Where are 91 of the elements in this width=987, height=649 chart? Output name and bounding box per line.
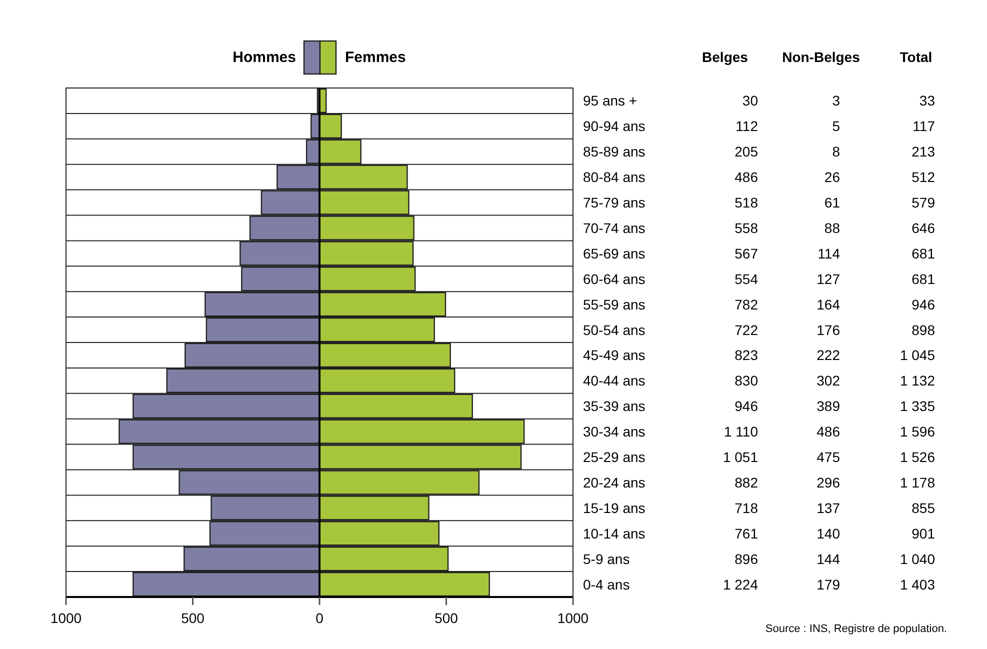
data-label: 5 <box>832 118 840 134</box>
data-label: 1 051 <box>722 449 758 466</box>
y-tick-label: 10-14 ans <box>583 525 646 542</box>
data-label: 898 <box>912 322 936 338</box>
data-label: 8 <box>832 144 840 160</box>
data-label: 1 596 <box>900 424 936 440</box>
text: Hommes <box>232 49 296 66</box>
data-label: 1 040 <box>900 550 936 567</box>
x-tick-label: Belges <box>702 49 748 65</box>
data-label: 1 224 <box>722 576 758 592</box>
data-label: 782 <box>734 296 758 312</box>
data-label: 137 <box>816 500 840 516</box>
y-tick-label: 90-94 ans <box>583 118 646 134</box>
data-label: 901 <box>912 525 936 542</box>
data-label: 33 <box>919 92 936 109</box>
y-tick-label: 95 ans + <box>583 92 638 109</box>
x-tick-label: Total <box>900 49 932 65</box>
data-label: 823 <box>734 347 758 364</box>
data-label: 117 <box>912 118 936 134</box>
x-tick-label: Non-Belges <box>782 49 860 65</box>
data-label: 222 <box>816 347 840 364</box>
data-label: 554 <box>734 270 758 287</box>
data-label: 205 <box>734 144 758 160</box>
y-tick-label: 50-54 ans <box>583 322 646 338</box>
data-label: 1 045 <box>900 347 936 364</box>
data-label: 164 <box>816 296 840 312</box>
data-label: 512 <box>912 169 936 186</box>
data-label: 855 <box>912 500 936 516</box>
data-label: 718 <box>734 500 758 516</box>
data-label: 761 <box>734 525 758 542</box>
data-label: 486 <box>816 424 840 440</box>
data-label: 882 <box>734 474 758 490</box>
data-label: 3 <box>832 92 840 109</box>
data-label: 646 <box>912 220 936 236</box>
data-label: 112 <box>736 118 758 134</box>
data-label: 475 <box>816 449 840 466</box>
data-label: 681 <box>912 245 936 262</box>
x-tick-label: 500 <box>181 610 205 626</box>
data-label: 1 403 <box>900 576 936 592</box>
y-tick-label: 15-19 ans <box>583 500 646 516</box>
data-label: 830 <box>734 372 758 389</box>
x-tick-label: 500 <box>434 610 458 626</box>
data-label: 179 <box>816 576 840 592</box>
y-tick-label: 20-24 ans <box>583 474 646 490</box>
y-tick-label: 75-79 ans <box>583 194 646 211</box>
data-label: 567 <box>734 245 758 262</box>
y-tick-label: 85-89 ans <box>583 144 646 160</box>
data-label: 88 <box>824 220 840 236</box>
data-label: 213 <box>912 144 936 160</box>
data-label: 1 110 <box>724 424 758 440</box>
data-label: 1 132 <box>900 372 936 389</box>
data-label: 144 <box>816 550 840 567</box>
data-label: 946 <box>734 398 758 414</box>
data-label: 486 <box>734 169 758 186</box>
data-label: 722 <box>734 322 758 338</box>
y-tick-label: 5-9 ans <box>583 550 630 567</box>
y-tick-label: 35-39 ans <box>583 398 646 414</box>
y-tick-label: 0-4 ans <box>583 576 630 592</box>
x-tick-label: 1000 <box>50 610 82 626</box>
data-label: 26 <box>824 169 840 186</box>
data-label: 518 <box>734 194 758 211</box>
source-note: Source : INS, Registre de population. <box>765 623 947 635</box>
y-tick-label: 40-44 ans <box>583 372 646 389</box>
x-tick-label: 0 <box>316 610 324 626</box>
data-label: 389 <box>816 398 840 414</box>
data-label: 558 <box>734 220 758 236</box>
data-label: 61 <box>824 194 840 211</box>
y-tick-label: 80-84 ans <box>583 169 646 186</box>
y-tick-label: 30-34 ans <box>583 424 646 440</box>
data-label: 681 <box>912 270 936 287</box>
legend-label: Femmes <box>345 49 406 66</box>
y-tick-label: 70-74 ans <box>583 220 646 236</box>
y-tick-label: 65-69 ans <box>583 245 646 262</box>
data-label: 30 <box>742 92 758 109</box>
data-label: 946 <box>912 296 936 312</box>
data-label: 127 <box>816 270 840 287</box>
y-tick-label: 25-29 ans <box>583 449 646 466</box>
y-tick-label: 55-59 ans <box>583 296 646 312</box>
data-label: 296 <box>816 474 840 490</box>
data-label: 114 <box>818 245 840 262</box>
y-tick-label: 60-64 ans <box>583 270 646 287</box>
x-tick-label: 1000 <box>557 610 589 626</box>
data-label: 302 <box>816 372 840 389</box>
data-label: 579 <box>912 194 936 211</box>
data-label: 140 <box>816 525 840 542</box>
data-label: 1 335 <box>900 398 936 414</box>
data-label: 896 <box>734 550 758 567</box>
y-tick-label: 45-49 ans <box>583 347 646 364</box>
data-label: 1 526 <box>900 449 936 466</box>
data-label: 1 178 <box>900 474 936 490</box>
data-label: 176 <box>816 322 840 338</box>
